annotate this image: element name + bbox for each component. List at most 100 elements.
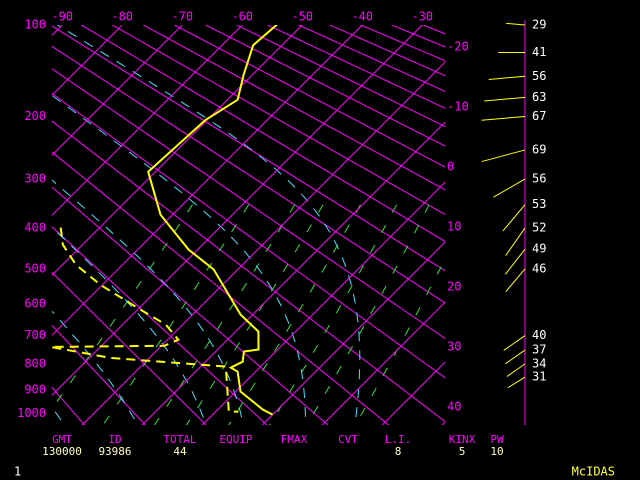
dry-adiabat	[173, 25, 445, 168]
wind-line	[505, 268, 526, 293]
wind-line	[484, 96, 526, 102]
dry-adiabat	[52, 324, 146, 425]
wind-speed-label: 52	[532, 220, 546, 234]
top-temperature-label: -60	[231, 10, 253, 24]
pressure-label: 1000	[17, 406, 46, 420]
dry-adiabat	[328, 25, 445, 77]
dry-adiabat	[297, 25, 445, 92]
wind-speed-label: 40	[532, 328, 546, 342]
wind-line	[481, 149, 526, 163]
dry-adiabat	[52, 45, 445, 304]
moist-adiabat	[56, 25, 361, 425]
wind-line	[502, 204, 526, 232]
top-temperature-label: -90	[51, 10, 73, 24]
index-value: 44	[173, 445, 187, 458]
top-temperature-label: -50	[291, 10, 313, 24]
dry-adiabat	[52, 120, 445, 423]
wind-line	[505, 227, 526, 256]
dry-adiabat	[204, 25, 445, 147]
index-label: PW	[490, 433, 504, 446]
index-label: GMT	[52, 433, 72, 446]
index-value: 93986	[98, 445, 131, 458]
dry-adiabat	[52, 271, 207, 425]
isotherm	[52, 25, 363, 336]
pressure-label: 500	[24, 261, 46, 275]
wind-line	[488, 75, 526, 80]
frame-number: 1	[14, 465, 21, 479]
index-label: L.I.	[385, 433, 412, 446]
pressure-label: 900	[24, 382, 46, 396]
isotherm	[81, 61, 445, 425]
wind-line	[503, 335, 526, 351]
right-temperature-label: 0	[447, 160, 454, 174]
index-label: FMAX	[281, 433, 308, 446]
wind-speed-label: 31	[532, 370, 546, 384]
top-temperature-label: -80	[111, 10, 133, 24]
isotherm	[52, 25, 183, 156]
wind-speed-label: 37	[532, 343, 546, 357]
wind-speed-label: 63	[532, 90, 546, 104]
index-value: 5	[459, 445, 466, 458]
index-value: 130000	[42, 445, 82, 458]
wind-line	[481, 115, 526, 121]
isotherm	[141, 121, 445, 425]
wind-line	[506, 22, 526, 26]
labels: -90 -80 -70 -60 -50 -40 -30 -20 -10 0 10 20 30 40 100 2…	[17, 10, 546, 459]
right-temperature-label: -10	[447, 100, 469, 114]
dry-adiabat	[235, 25, 445, 128]
wind-speed-label: 69	[532, 142, 546, 156]
top-temperature-label: -40	[351, 10, 373, 24]
dry-adiabat	[52, 151, 390, 425]
mixing-ratio-line	[269, 204, 398, 425]
wind-speed-label: 29	[532, 18, 546, 32]
right-temperature-label: -20	[447, 40, 469, 54]
right-temperature-label: 30	[447, 340, 461, 354]
isotherm	[52, 25, 123, 96]
diagram-grid	[52, 25, 445, 425]
mixing-ratio-line	[306, 204, 430, 425]
dry-adiabat	[80, 25, 445, 242]
dry-adiabat	[266, 25, 445, 109]
moist-adiabat	[52, 179, 244, 425]
isotherm	[201, 181, 445, 425]
dry-adiabat	[52, 25, 445, 272]
dry-adiabat	[111, 25, 445, 216]
system-name: McIDAS	[572, 465, 615, 479]
wind-line	[493, 178, 526, 198]
wind-line	[507, 376, 526, 389]
pressure-label: 800	[24, 356, 46, 370]
top-temperature-label: -30	[411, 10, 433, 24]
index-label: ID	[108, 433, 121, 446]
mixing-ratio-line	[354, 258, 445, 425]
pressure-label: 600	[24, 297, 46, 311]
dry-adiabat	[52, 186, 329, 425]
isotherm	[52, 25, 243, 216]
moist-adiabat	[52, 94, 306, 425]
index-value: 8	[395, 445, 402, 458]
wind-speed-label: 34	[532, 356, 546, 370]
wind-speed-label: 53	[532, 197, 546, 211]
isotherm	[261, 241, 445, 425]
pressure-label: 700	[24, 328, 46, 342]
wind-speed-label: 67	[532, 109, 546, 123]
mixing-ratio-line	[185, 204, 324, 425]
top-temperature-label: -70	[171, 10, 193, 24]
wind-speed-label: 56	[532, 69, 546, 83]
index-label: TOTAL	[163, 433, 196, 446]
index-value: 10	[490, 445, 503, 458]
index-label: CVT	[338, 433, 358, 446]
temperature-profile	[147, 25, 278, 416]
isotherm	[52, 25, 303, 276]
wind-line	[504, 248, 526, 275]
wind-speed-label: 56	[532, 171, 546, 185]
wind-speed-label: 46	[532, 261, 546, 275]
right-temperature-label: 10	[447, 220, 461, 234]
wind-speed-label: 49	[532, 242, 546, 256]
dry-adiabat	[52, 68, 445, 340]
pressure-label: 200	[24, 109, 46, 123]
pressure-label: 300	[24, 171, 46, 185]
right-temperature-label: 20	[447, 280, 461, 294]
profiles	[52, 25, 278, 416]
isotherm	[321, 301, 445, 425]
